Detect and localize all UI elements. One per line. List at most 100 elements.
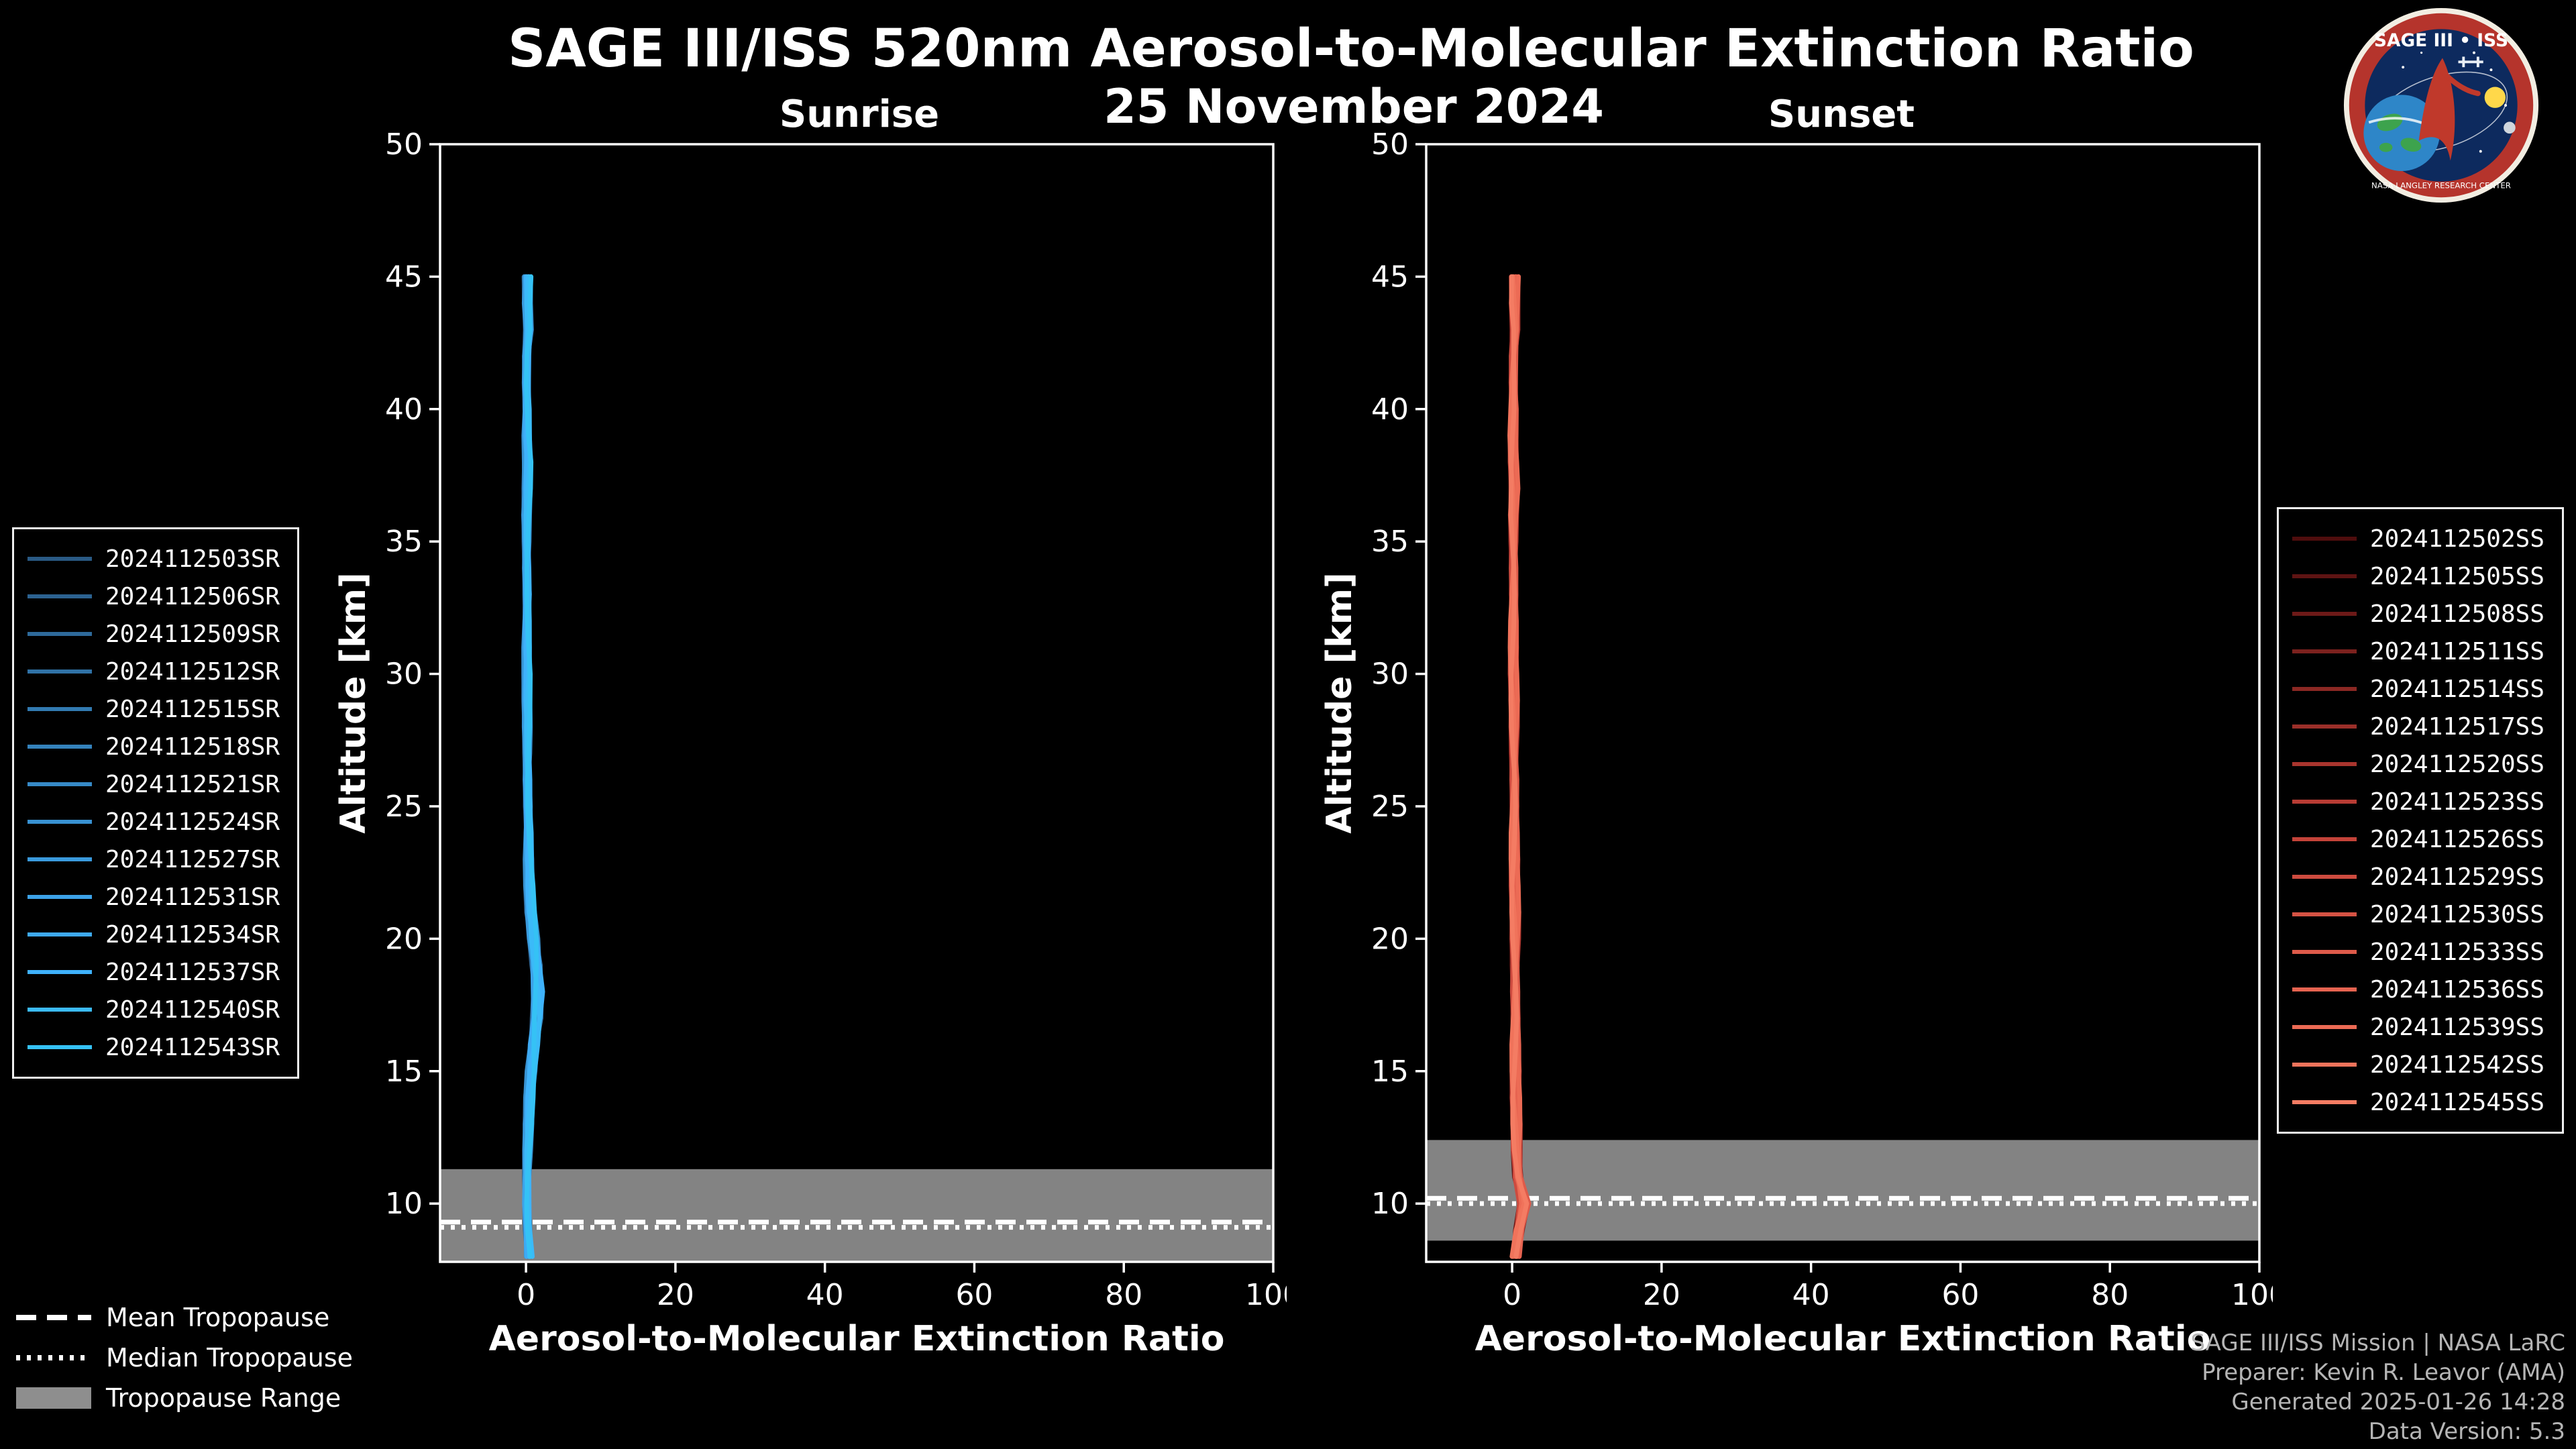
logo-figure-arm bbox=[2438, 67, 2481, 97]
tropopause-range-label: Tropopause Range bbox=[106, 1383, 341, 1413]
legend-event-label: 2024112509SR bbox=[105, 620, 280, 648]
x-tick-label: 20 bbox=[1643, 1278, 1680, 1312]
axes-frame bbox=[1425, 143, 2261, 1263]
legend-event-label: 2024112531SR bbox=[105, 883, 280, 911]
legend-line-sample bbox=[2292, 1100, 2357, 1104]
mean-tropopause-label: Mean Tropopause bbox=[106, 1303, 330, 1332]
sunset-plot: 0 20 40 60 80 100 10 15 20 25 30 35 40 45 50 Aerosol-to… bbox=[1320, 127, 2273, 1359]
legend-event-label: 2024112502SS bbox=[2369, 525, 2544, 553]
legend-item: 2024112508SS bbox=[2292, 595, 2544, 633]
figure-title: SAGE III/ISS 520nm Aerosol-to-Molecular … bbox=[508, 19, 2194, 79]
legend-item: 2024112531SR bbox=[28, 878, 280, 916]
legend-line-sample bbox=[28, 1045, 92, 1049]
legend-line-sample bbox=[28, 820, 92, 824]
legend-line-sample bbox=[2292, 762, 2357, 766]
x-tick-label: 40 bbox=[806, 1278, 844, 1312]
sunset-panel-title: Sunset bbox=[1768, 93, 1915, 136]
profile-line bbox=[1508, 274, 1529, 1259]
legend-line-sample bbox=[2292, 612, 2357, 616]
legend-item: 2024112520SS bbox=[2292, 745, 2544, 783]
legend-item: 2024112542SS bbox=[2292, 1046, 2544, 1083]
legend-event-label: 2024112505SS bbox=[2369, 562, 2544, 590]
legend-item: 2024112511SS bbox=[2292, 633, 2544, 670]
tropopause-legend: Mean Tropopause Median Tropopause Tropop… bbox=[16, 1297, 353, 1418]
legend-event-label: 2024112527SR bbox=[105, 845, 280, 873]
legend-line-sample bbox=[2292, 800, 2357, 804]
legend-item: 2024112517SS bbox=[2292, 708, 2544, 745]
x-tick-label: 0 bbox=[1503, 1278, 1521, 1312]
legend-event-label: 2024112518SR bbox=[105, 733, 280, 761]
sunrise-legend: 2024112503SR 2024112506SR 2024112509SR 2024… bbox=[12, 527, 300, 1079]
legend-item: 2024112512SR bbox=[28, 653, 280, 690]
x-tick-label: 0 bbox=[517, 1278, 535, 1312]
tropopause-range-band bbox=[440, 1169, 1273, 1262]
legend-event-label: 2024112523SS bbox=[2369, 788, 2544, 816]
logo-ring-text: NASA LANGLEY RESEARCH CENTER bbox=[2371, 180, 2511, 190]
legend-line-sample bbox=[28, 594, 92, 598]
legend-event-label: 2024112536SS bbox=[2369, 975, 2544, 1004]
y-tick-label: 50 bbox=[1371, 127, 1409, 162]
y-tick-label: 45 bbox=[385, 260, 423, 294]
mean-tropopause-legend-row: Mean Tropopause bbox=[16, 1297, 353, 1338]
legend-item: 2024112521SR bbox=[28, 765, 280, 803]
legend-event-label: 2024112503SR bbox=[105, 545, 280, 573]
legend-event-label: 2024112508SS bbox=[2369, 600, 2544, 628]
legend-item: 2024112533SS bbox=[2292, 933, 2544, 971]
legend-line-sample bbox=[28, 782, 92, 786]
legend-item: 2024112503SR bbox=[28, 540, 280, 578]
legend-line-sample bbox=[2292, 574, 2357, 578]
y-tick-label: 45 bbox=[1371, 260, 1409, 294]
y-tick-label: 15 bbox=[385, 1055, 423, 1089]
legend-item: 2024112539SS bbox=[2292, 1008, 2544, 1046]
legend-item: 2024112518SR bbox=[28, 728, 280, 765]
legend-event-label: 2024112537SR bbox=[105, 958, 280, 986]
median-tropopause-label: Median Tropopause bbox=[106, 1343, 353, 1373]
sunrise-plot: 0 20 40 60 80 100 10 15 20 25 30 35 40 45 50 Aerosol-to… bbox=[333, 127, 1287, 1359]
logo-sun-icon bbox=[2484, 87, 2506, 108]
legend-event-label: 2024112521SR bbox=[105, 770, 280, 798]
credit-mission: SAGE III/ISS Mission | NASA LaRC bbox=[2190, 1330, 2565, 1356]
legend-event-label: 2024112512SR bbox=[105, 657, 280, 686]
legend-line-sample bbox=[28, 632, 92, 636]
y-tick-label: 35 bbox=[1371, 525, 1409, 559]
legend-event-label: 2024112539SS bbox=[2369, 1013, 2544, 1041]
legend-line-sample bbox=[28, 557, 92, 561]
legend-item: 2024112514SS bbox=[2292, 670, 2544, 708]
legend-line-sample bbox=[2292, 837, 2357, 841]
legend-item: 2024112505SS bbox=[2292, 557, 2544, 595]
tropopause-range-legend-row: Tropopause Range bbox=[16, 1378, 353, 1418]
profile-line bbox=[523, 274, 539, 1259]
legend-item: 2024112537SR bbox=[28, 953, 280, 991]
legend-item: 2024112536SS bbox=[2292, 971, 2544, 1008]
legend-line-sample bbox=[28, 857, 92, 861]
legend-line-sample bbox=[28, 745, 92, 749]
x-tick-label: 80 bbox=[2091, 1278, 2129, 1312]
y-tick-label: 40 bbox=[385, 392, 423, 427]
y-tick-label: 15 bbox=[1371, 1055, 1409, 1089]
legend-item: 2024112545SS bbox=[2292, 1083, 2544, 1121]
legend-line-sample bbox=[2292, 912, 2357, 916]
legend-item: 2024112540SR bbox=[28, 991, 280, 1028]
legend-item: 2024112527SR bbox=[28, 841, 280, 878]
legend-event-label: 2024112511SS bbox=[2369, 637, 2544, 665]
x-tick-label: 100 bbox=[1245, 1278, 1287, 1312]
y-tick-label: 30 bbox=[1371, 657, 1409, 692]
legend-event-label: 2024112520SS bbox=[2369, 750, 2544, 778]
y-tick-label: 40 bbox=[1371, 392, 1409, 427]
legend-item: 2024112523SS bbox=[2292, 783, 2544, 820]
legend-item: 2024112502SS bbox=[2292, 520, 2544, 557]
legend-line-sample bbox=[2292, 537, 2357, 541]
legend-line-sample bbox=[28, 932, 92, 936]
y-tick-label: 25 bbox=[1371, 790, 1409, 824]
median-tropopause-line-icon bbox=[16, 1355, 91, 1360]
credit-generated: Generated 2025-01-26 14:28 bbox=[2231, 1389, 2565, 1415]
tropopause-range-band bbox=[1426, 1140, 2259, 1241]
credit-data-version: Data Version: 5.3 bbox=[2368, 1418, 2565, 1445]
credit-preparer: Preparer: Kevin R. Leavor (AMA) bbox=[2202, 1359, 2565, 1386]
sunrise-panel-title: Sunrise bbox=[779, 93, 940, 136]
y-tick-label: 10 bbox=[1371, 1187, 1409, 1221]
legend-item: 2024112529SS bbox=[2292, 858, 2544, 896]
mean-tropopause-line-icon bbox=[16, 1315, 91, 1320]
x-tick-label: 40 bbox=[1792, 1278, 1830, 1312]
tropopause-range-patch-icon bbox=[16, 1387, 91, 1409]
